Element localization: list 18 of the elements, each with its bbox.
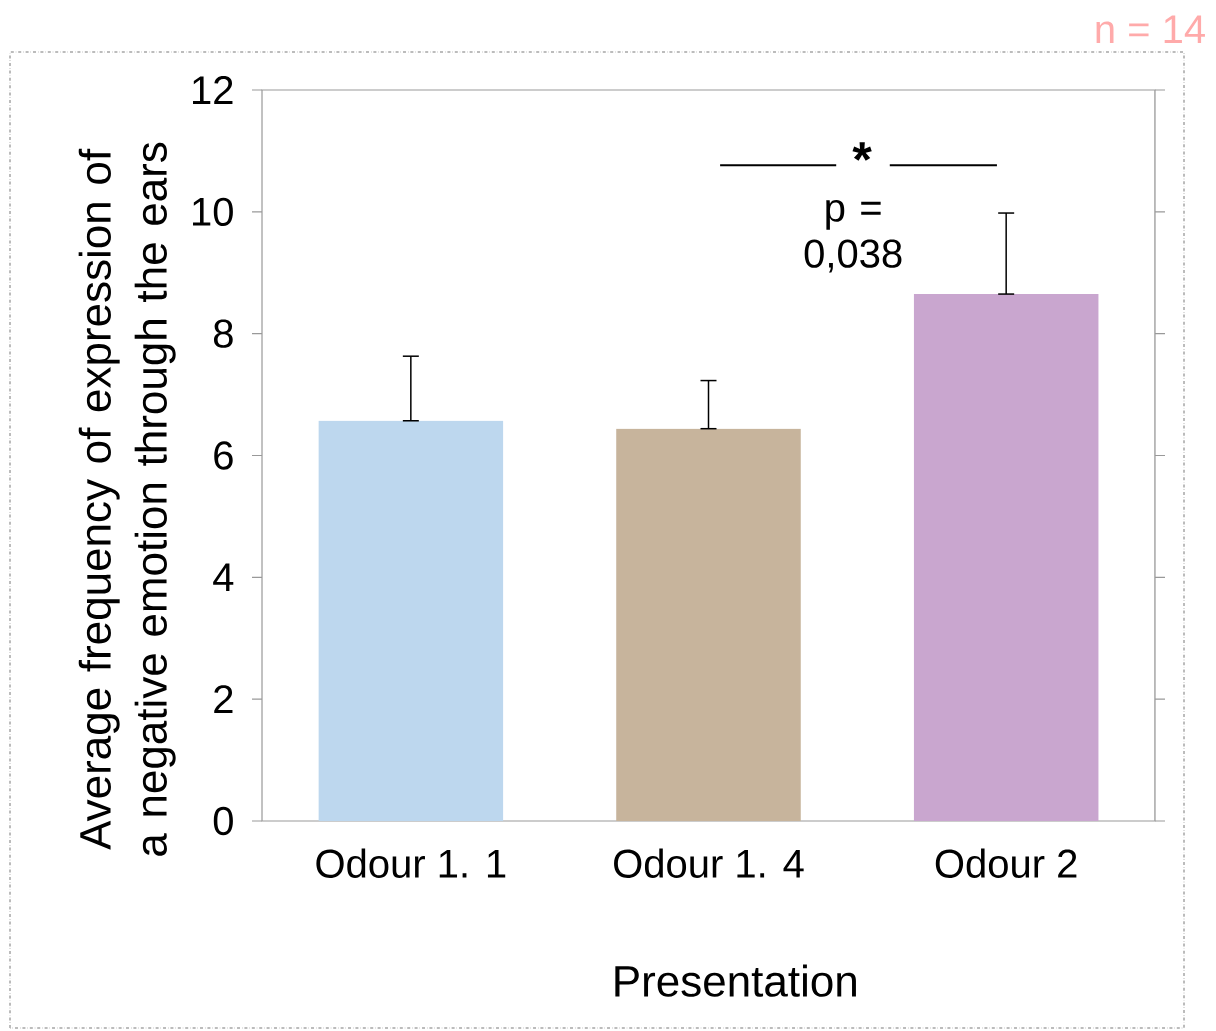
bar (913, 294, 1099, 821)
y-tick-label: 0 (213, 806, 233, 836)
bar (616, 428, 801, 821)
text: n = 14 (1096, 15, 1205, 44)
y-tick-label: 6 (214, 441, 233, 470)
bar (318, 420, 504, 821)
y-tick-label: 2 (214, 685, 233, 714)
y-tick-label: 12 (193, 76, 233, 104)
y-axis-title: Average frequency of expression of a negative emotion through the ears (78, 142, 176, 856)
x-tick-label: Odour 1. 4 (614, 848, 804, 878)
x-tick-label: Odour 1. 1 (316, 848, 506, 878)
y-tick-label: 10 (193, 197, 233, 226)
y-tick-label: 4 (213, 563, 234, 592)
annotation: * (852, 142, 872, 161)
x-axis-title: Presentation (615, 964, 856, 997)
annotation: p = 0,038 (804, 199, 902, 273)
x-tick-label: Odour 2 (935, 848, 1077, 878)
y-tick-label: 8 (213, 319, 233, 348)
